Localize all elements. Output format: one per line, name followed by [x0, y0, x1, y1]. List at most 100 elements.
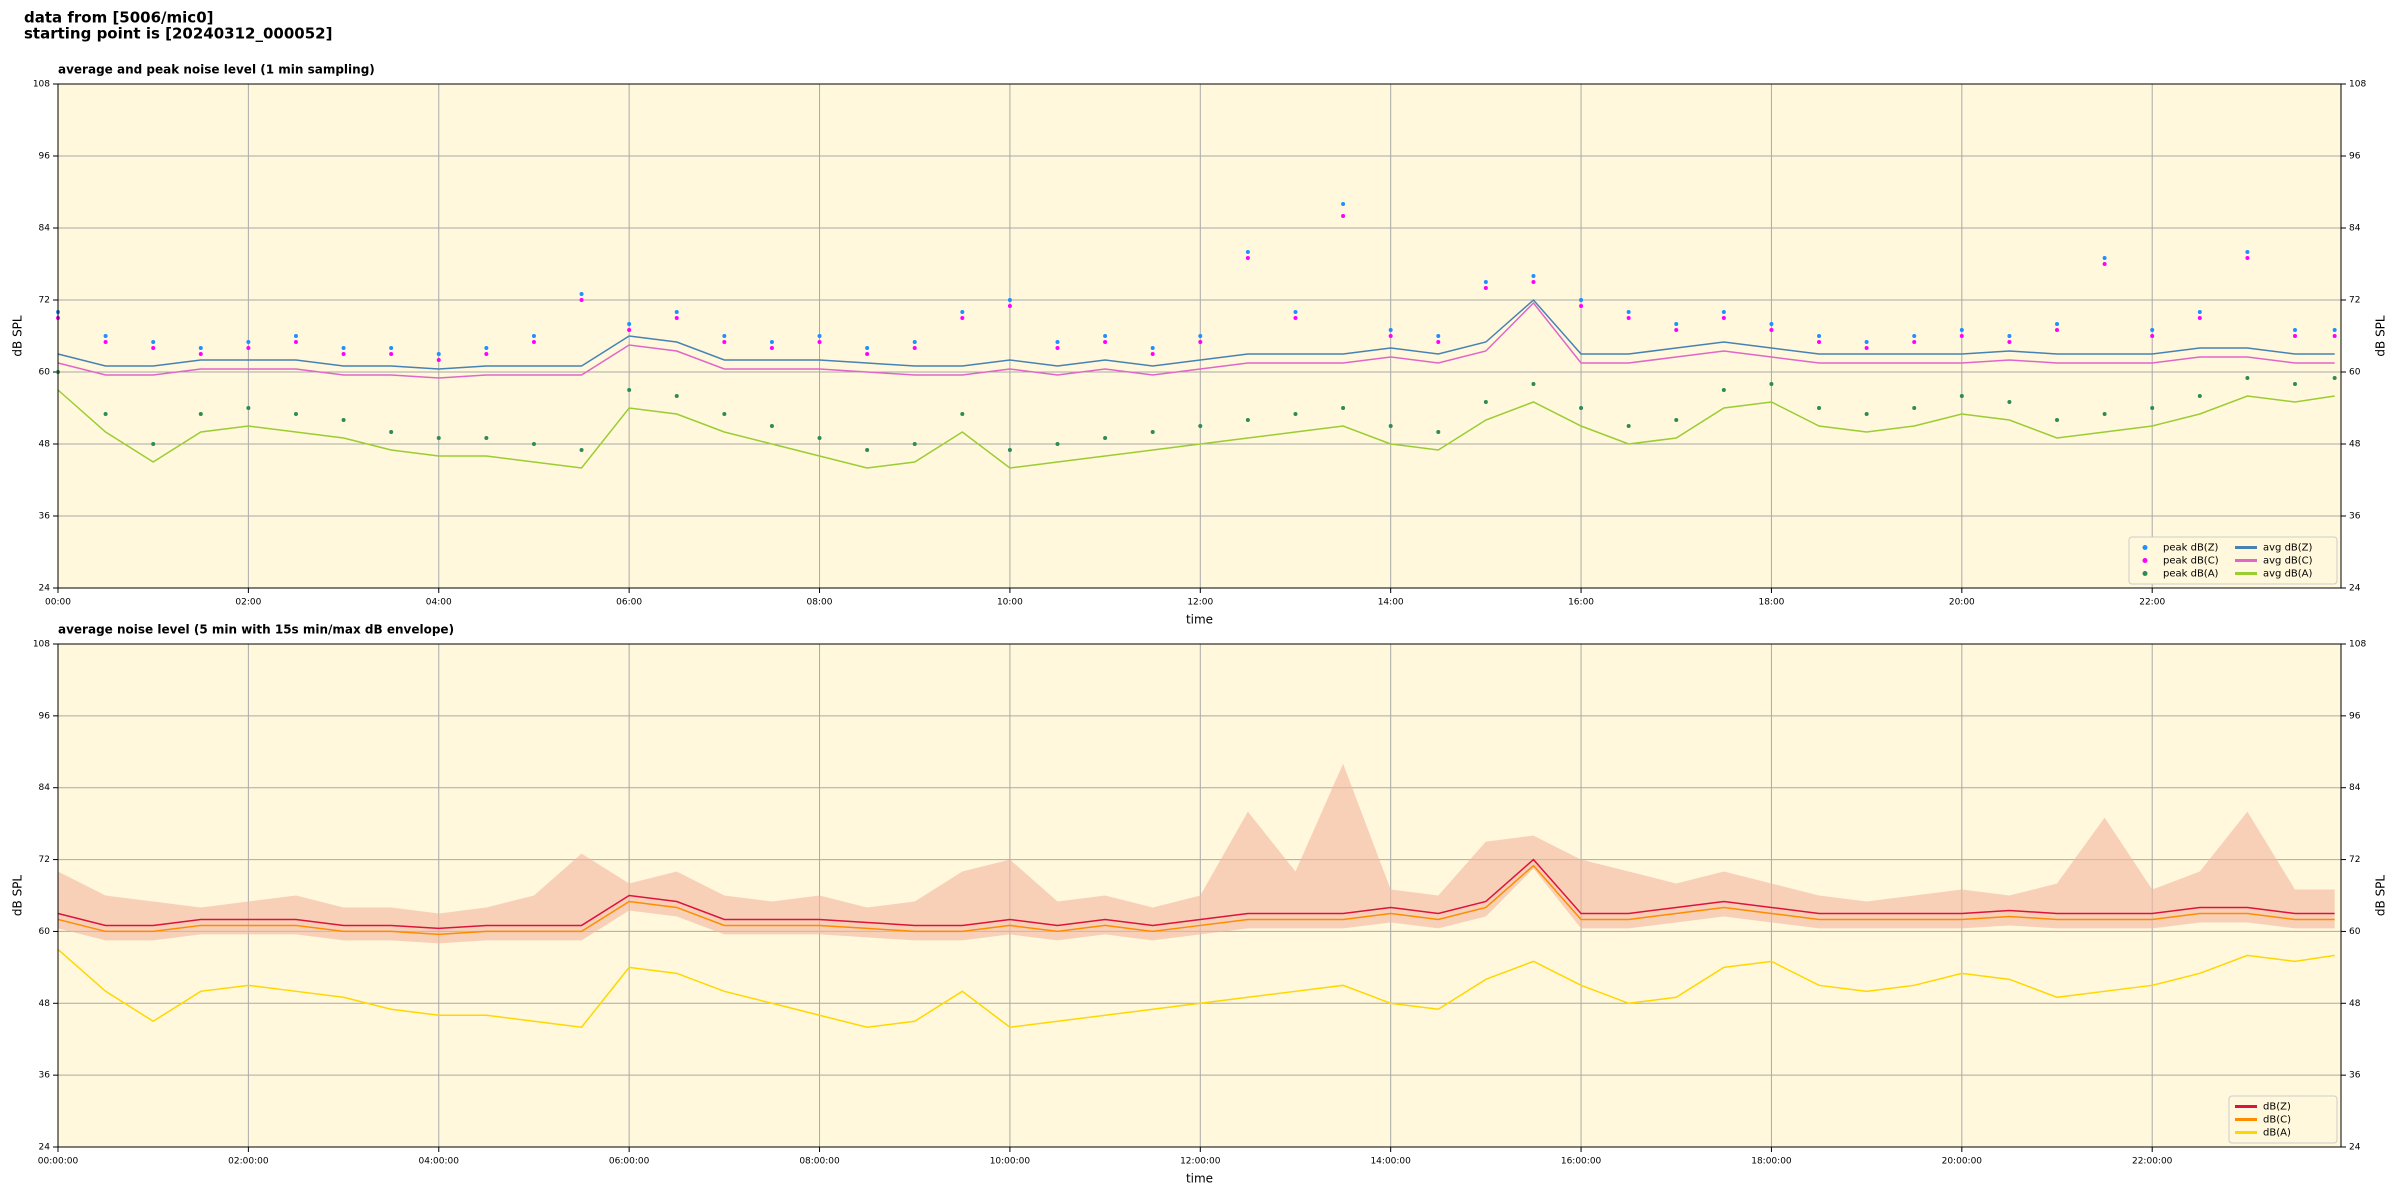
x-tick-label: 20:00	[1949, 598, 1975, 608]
data-point	[960, 310, 965, 314]
y-tick-label: 24	[2349, 584, 2361, 594]
data-point	[484, 352, 489, 356]
data-point	[1959, 394, 1964, 398]
data-line	[57, 298, 2335, 370]
data-point	[1341, 202, 1346, 206]
data-point	[246, 346, 251, 350]
data-point	[2332, 376, 2337, 380]
y-tick-label: 60	[2349, 927, 2361, 937]
legend-label: avg dB(Z)	[2263, 543, 2313, 554]
data-point	[817, 436, 822, 440]
data-point	[627, 322, 632, 326]
data-point	[1864, 412, 1869, 416]
data-point	[1531, 382, 1536, 386]
data-line	[57, 858, 2335, 930]
data-point	[341, 352, 346, 356]
legend-marker	[2142, 571, 2148, 576]
x-axis-label: time	[1186, 1172, 1213, 1186]
data-point	[1103, 334, 1108, 338]
legend-label: peak dB(Z)	[2163, 543, 2219, 554]
data-point	[1245, 250, 1250, 254]
data-point	[1769, 322, 1774, 326]
data-point	[1721, 316, 1726, 320]
data-point	[769, 346, 774, 350]
data-point	[579, 298, 584, 302]
data-point	[484, 436, 489, 440]
data-point	[2102, 256, 2107, 260]
data-point	[674, 394, 679, 398]
data-point	[2055, 418, 2060, 422]
legend: peak dB(Z) peak dB(C) peak dB(A) avg dB(Z) a…	[2128, 536, 2338, 585]
legend-label: dB(A)	[2263, 1128, 2291, 1139]
data-point	[1626, 424, 1631, 428]
y-tick-label: 24	[39, 584, 51, 594]
data-point	[1293, 316, 1298, 320]
data-point	[1150, 430, 1155, 434]
data-point	[1674, 418, 1679, 422]
legend-label: avg dB(C)	[2263, 556, 2313, 567]
data-point	[2292, 328, 2297, 332]
data-point	[2102, 412, 2107, 416]
data-point	[627, 328, 632, 332]
data-point	[1007, 298, 1012, 302]
data-point	[531, 334, 536, 338]
data-point	[1912, 334, 1917, 338]
y-tick-label: 60	[39, 927, 51, 937]
x-tick-label: 18:00	[1758, 598, 1784, 608]
y-tick-label: 36	[39, 512, 51, 522]
legend-marker	[2142, 545, 2148, 550]
y-tick-label: 36	[39, 1071, 51, 1081]
y-tick-label: 24	[2349, 1143, 2361, 1153]
data-point	[2197, 316, 2202, 320]
data-point	[1436, 340, 1441, 344]
data-point	[2007, 400, 2012, 404]
data-point	[246, 406, 251, 410]
data-point	[912, 346, 917, 350]
plot-frame	[57, 643, 2342, 1148]
legend-label: peak dB(C)	[2163, 556, 2219, 567]
data-point	[1436, 430, 1441, 434]
data-point	[1721, 388, 1726, 392]
data-point	[389, 346, 394, 350]
y-tick-label: 72	[2349, 855, 2360, 865]
data-point	[198, 412, 203, 416]
data-point	[1293, 412, 1298, 416]
data-point	[1769, 328, 1774, 332]
data-point	[2245, 376, 2250, 380]
data-point	[1531, 280, 1536, 284]
data-point	[2332, 328, 2337, 332]
data-point	[2150, 334, 2155, 338]
data-point	[1483, 286, 1488, 290]
data-point	[436, 352, 441, 356]
x-tick-label: 04:00	[426, 598, 452, 608]
data-point	[293, 412, 298, 416]
data-point	[1531, 274, 1536, 278]
data-point	[1055, 442, 1060, 446]
data-point	[1103, 436, 1108, 440]
data-point	[1198, 340, 1203, 344]
data-point	[2007, 334, 2012, 338]
data-point	[1864, 346, 1869, 350]
y-axis-label: dB SPL	[11, 315, 25, 357]
data-point	[912, 442, 917, 446]
x-tick-label: 20:00:00	[1942, 1157, 1983, 1167]
data-point	[865, 448, 870, 452]
chart-title: average and peak noise level (1 min samp…	[58, 63, 375, 77]
y-tick-label: 60	[39, 368, 51, 378]
data-point	[1150, 352, 1155, 356]
data-point	[865, 352, 870, 356]
y-tick-label: 36	[2349, 512, 2361, 522]
data-point	[865, 346, 870, 350]
header-line: data from [5006/mic0]	[24, 9, 214, 27]
data-point	[1912, 406, 1917, 410]
legend: dB(Z) dB(C) dB(A)	[2228, 1095, 2338, 1144]
y-tick-label: 48	[2349, 440, 2361, 450]
data-point	[1483, 280, 1488, 284]
data-point	[1055, 340, 1060, 344]
y-tick-label: 72	[39, 855, 50, 865]
y-tick-label: 96	[39, 711, 51, 721]
x-tick-label: 02:00	[235, 598, 261, 608]
data-point	[769, 424, 774, 428]
x-tick-label: 08:00	[807, 598, 833, 608]
